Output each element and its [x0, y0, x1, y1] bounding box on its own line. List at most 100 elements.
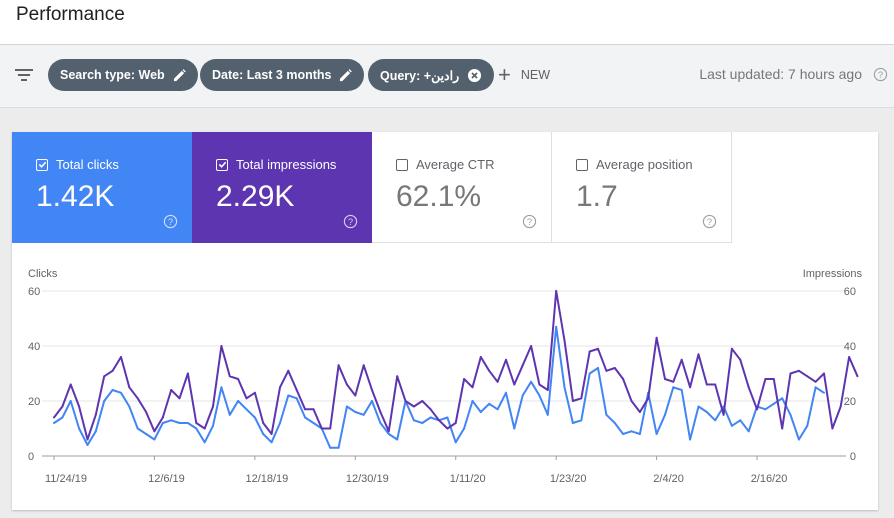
data-point [588, 372, 591, 375]
data-point [212, 424, 214, 427]
data-point [128, 386, 131, 389]
data-point [622, 378, 625, 380]
help-icon[interactable]: ? [343, 214, 358, 234]
data-point [530, 380, 533, 383]
edit-icon[interactable] [339, 68, 353, 82]
filter-chip-query[interactable]: Query: +رادین [368, 59, 495, 91]
data-point [664, 413, 666, 416]
data-point [136, 397, 139, 400]
data-point [479, 356, 482, 358]
data-point [505, 358, 507, 361]
checkbox-icon[interactable] [396, 158, 408, 171]
series-line-total-clicks [53, 325, 825, 449]
metric-value: 62.1% [396, 180, 482, 213]
data-point [379, 422, 382, 424]
data-point [304, 408, 307, 411]
page-title: Performance [16, 4, 125, 25]
data-point [220, 386, 223, 389]
filter-chip-search-type[interactable]: Search type: Web [48, 59, 198, 91]
data-point [806, 424, 809, 427]
data-point [262, 422, 265, 424]
performance-chart[interactable]: Clicks Impressions 0 0 20 20 40 40 60 60 11/24/1… [12, 132, 878, 510]
data-point [195, 427, 198, 430]
metric-total-clicks[interactable]: Total clicks 1.42K ? [12, 132, 192, 243]
data-point [705, 383, 708, 386]
data-point [186, 372, 189, 375]
data-point [86, 444, 89, 446]
data-point [638, 411, 641, 413]
x-tick-label: 2/16/20 [751, 473, 788, 485]
data-point [823, 372, 825, 375]
right-axis-label: Impressions [803, 268, 863, 280]
checkbox-checked-icon[interactable] [216, 158, 228, 171]
metric-value: 1.42K [36, 180, 115, 213]
data-point [513, 383, 516, 386]
help-icon[interactable]: ? [702, 214, 717, 234]
data-point [471, 400, 474, 402]
left-axis-label: Clicks [28, 268, 58, 280]
data-point [412, 419, 415, 422]
data-point [647, 397, 650, 400]
data-point [839, 405, 842, 408]
data-point [270, 441, 273, 444]
data-point [412, 405, 415, 408]
data-point [103, 375, 106, 378]
help-icon[interactable]: ? [873, 67, 888, 87]
help-icon[interactable]: ? [163, 214, 178, 234]
data-point [53, 422, 55, 424]
svg-text:?: ? [878, 70, 883, 80]
data-point [764, 408, 767, 411]
data-point [571, 422, 574, 424]
data-point [136, 427, 139, 430]
data-point [421, 422, 424, 424]
metric-total-impressions[interactable]: Total impressions 2.29K ? [192, 132, 372, 243]
help-icon[interactable]: ? [522, 214, 537, 234]
x-tick-label: 12/30/19 [346, 473, 389, 485]
metric-average-ctr[interactable]: Average CTR 62.1% ? [372, 132, 552, 243]
data-point [747, 430, 750, 433]
data-point [178, 422, 181, 424]
data-point [764, 378, 767, 380]
remove-circle-icon[interactable] [467, 68, 482, 83]
data-point [797, 438, 800, 441]
data-point [697, 353, 700, 356]
y-tick-label-right: 40 [844, 341, 856, 353]
data-point [705, 411, 708, 413]
data-point [379, 411, 382, 413]
edit-icon[interactable] [173, 68, 186, 82]
data-point [563, 339, 566, 342]
checkbox-icon[interactable] [576, 158, 588, 171]
data-point [496, 408, 499, 411]
metric-average-position[interactable]: Average position 1.7 ? [552, 132, 732, 243]
filter-chip-date[interactable]: Date: Last 3 months [200, 59, 365, 91]
data-point [739, 358, 742, 361]
metric-label: Total clicks [56, 157, 119, 172]
chip-label: Query: +رادین [380, 68, 460, 83]
data-point [170, 419, 173, 422]
metric-label: Average position [596, 157, 693, 172]
data-point [145, 411, 148, 413]
data-point [546, 389, 549, 391]
data-point [446, 416, 449, 419]
data-point [354, 394, 357, 397]
data-point [605, 413, 608, 416]
y-tick-label-left: 0 [28, 451, 34, 463]
y-tick-label-right: 0 [850, 451, 856, 463]
data-point [513, 427, 516, 430]
data-point [530, 345, 533, 347]
data-point [387, 430, 390, 433]
data-point [655, 336, 658, 339]
data-point [329, 427, 332, 430]
data-point [454, 422, 457, 424]
checkbox-checked-icon[interactable] [36, 158, 48, 171]
x-tick-label: 12/6/19 [148, 473, 185, 485]
data-point [797, 369, 800, 372]
data-point [747, 386, 750, 389]
new-filter-button[interactable]: + NEW [498, 63, 550, 87]
data-point [848, 356, 851, 358]
data-point [856, 375, 859, 378]
data-point [680, 358, 683, 361]
filter-icon[interactable] [14, 67, 34, 83]
data-point [831, 427, 834, 430]
data-point [806, 375, 809, 378]
